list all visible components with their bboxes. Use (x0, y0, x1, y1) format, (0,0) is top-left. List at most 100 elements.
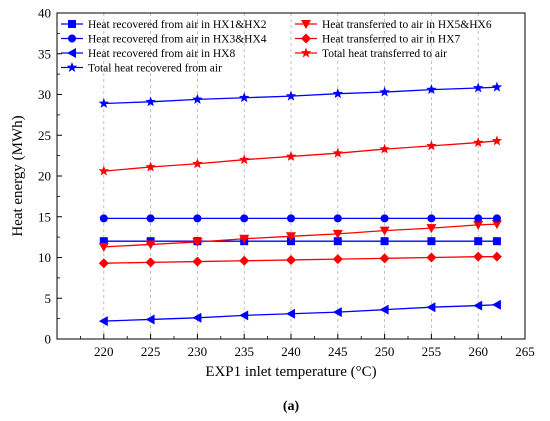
x-tick-label-3: 235 (234, 344, 254, 359)
series-2 (99, 214, 501, 223)
y-tick-label-0: 0 (45, 332, 52, 347)
data-point-4-6 (379, 304, 389, 315)
data-point-3-3 (239, 255, 250, 266)
data-point-3-0 (98, 258, 109, 269)
data-point-2-1 (146, 214, 155, 223)
data-point-5-4 (285, 150, 297, 161)
data-point-3-2 (192, 256, 203, 267)
data-point-6-5 (332, 88, 344, 99)
data-point-5-0 (98, 165, 110, 176)
series-line-4 (103, 304, 497, 322)
data-point-6-0 (98, 97, 110, 108)
x-tick-label-2: 230 (188, 344, 208, 359)
data-point-4-0 (98, 316, 108, 327)
data-point-2-6 (380, 214, 389, 223)
data-point-4-1 (145, 314, 155, 325)
series-layer (98, 81, 503, 327)
data-point-4-9 (491, 299, 501, 310)
x-tick-label-9: 265 (515, 344, 535, 359)
data-point-5-7 (426, 140, 437, 151)
data-point-1-9 (491, 220, 502, 230)
data-point-2-5 (333, 214, 342, 223)
data-point-6-2 (192, 93, 203, 104)
data-point-6-1 (145, 96, 156, 107)
data-point-6-3 (238, 92, 250, 103)
legend-entry-2: Heat recovered from air in HX3&HX4 (61, 34, 267, 46)
data-point-6-9 (491, 81, 503, 92)
data-point-5-1 (145, 161, 156, 172)
data-point-3-8 (473, 251, 484, 262)
series-6 (98, 81, 503, 108)
data-point-3-6 (379, 253, 390, 264)
legend-marker-2 (68, 34, 76, 43)
data-point-1-7 (426, 224, 437, 234)
data-point-5-3 (238, 154, 250, 165)
data-point-5-5 (332, 147, 344, 158)
data-point-1-0 (98, 242, 109, 252)
data-point-6-8 (472, 82, 484, 93)
legend-label-5: Total heat transferred to air (322, 48, 447, 60)
legend-label-0: Heat recovered from air in HX1&HX2 (88, 19, 267, 31)
series-5 (98, 135, 503, 176)
series-line-5 (103, 140, 497, 172)
data-point-1-2 (192, 238, 203, 248)
data-point-5-6 (379, 143, 390, 154)
data-point-1-3 (239, 234, 250, 244)
data-point-3-7 (426, 252, 437, 263)
data-point-3-1 (145, 257, 156, 268)
data-point-4-4 (286, 308, 295, 319)
legend-entry-0: Heat recovered from air in HX1&HX2 (61, 19, 267, 31)
y-tick-label-1: 5 (45, 291, 52, 306)
data-point-3-9 (491, 251, 502, 262)
y-tick-label-6: 30 (38, 87, 51, 102)
data-point-0-9 (492, 237, 501, 246)
axes: 220 225 230 235 240 245 250 255 260 265 0 5 10 15 20 25… (38, 6, 535, 360)
legend: Heat recovered from air in HX1&HX2 Heat t… (61, 19, 492, 75)
data-point-5-9 (491, 135, 503, 146)
x-axis-title: EXP1 inlet temperature (°C) (205, 364, 376, 380)
series-line-3 (103, 256, 497, 264)
data-point-6-4 (285, 90, 297, 101)
legend-label-3: Heat transferred to air in HX7 (322, 34, 461, 46)
legend-marker-1 (301, 20, 311, 29)
legend-label-2: Heat recovered from air in HX3&HX4 (88, 34, 267, 46)
data-point-0-8 (474, 237, 483, 246)
data-point-6-6 (379, 86, 390, 97)
legend-label-6: Total heat recovered from air (88, 63, 222, 75)
data-point-2-9 (492, 214, 501, 223)
data-point-4-2 (192, 312, 202, 323)
data-point-3-4 (286, 254, 296, 265)
y-axis-title: Heat energy (MWh) (10, 115, 26, 236)
legend-entry-3: Heat transferred to air in HX7 (295, 33, 461, 46)
y-tick-label-5: 25 (38, 128, 51, 143)
data-point-4-3 (239, 310, 249, 321)
data-point-0-5 (333, 237, 342, 246)
x-tick-label-5: 245 (328, 344, 348, 359)
series-3 (98, 251, 502, 269)
x-tick-label-7: 255 (422, 344, 442, 359)
data-point-2-8 (474, 214, 483, 223)
legend-entry-1: Heat transferred to air in HX5&HX6 (295, 19, 492, 31)
series-line-1 (103, 223, 497, 248)
legend-marker-4 (67, 48, 76, 58)
legend-marker-6 (66, 62, 78, 72)
legend-entry-4: Heat recovered from air in HX8 (61, 48, 235, 60)
grid-lines (103, 13, 479, 339)
data-point-3-5 (332, 254, 343, 265)
series-1 (98, 220, 502, 252)
data-point-2-2 (193, 214, 202, 223)
legend-marker-3 (301, 33, 311, 44)
data-point-0-6 (380, 237, 389, 246)
data-point-1-4 (286, 232, 296, 242)
y-tick-label-8: 40 (38, 6, 51, 21)
legend-entry-6: Total heat recovered from air (61, 62, 222, 75)
x-tick-label-0: 220 (94, 344, 114, 359)
legend-marker-5 (300, 47, 312, 58)
legend-entry-5: Total heat transferred to air (295, 47, 447, 60)
legend-marker-0 (68, 20, 76, 28)
data-point-1-6 (379, 226, 390, 236)
legend-label-4: Heat recovered from air in HX8 (88, 48, 235, 60)
x-tick-label-8: 260 (468, 344, 488, 359)
y-tick-label-4: 20 (38, 169, 51, 184)
data-point-1-1 (145, 240, 156, 250)
